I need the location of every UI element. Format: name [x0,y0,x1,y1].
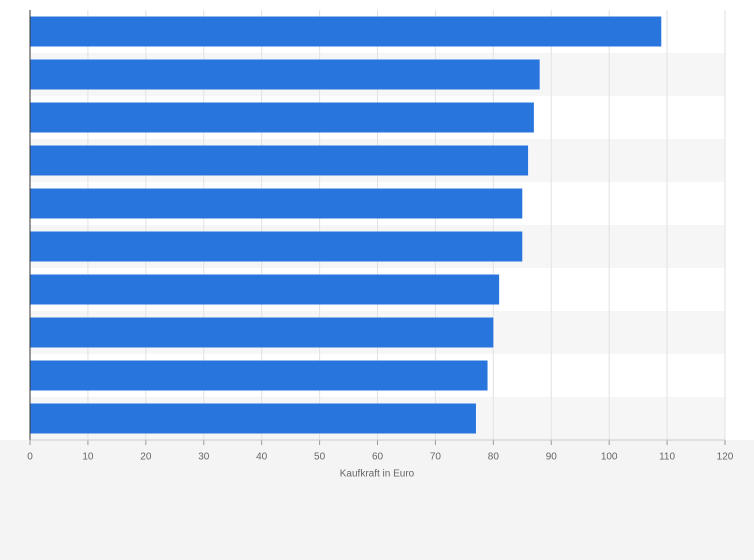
x-tick-label: 30 [198,452,210,463]
x-tick-label: 20 [140,452,152,463]
bar [30,145,529,176]
x-tick-label: 90 [546,452,558,463]
x-axis-label: Kaufkraft in Euro [340,469,415,480]
x-tick-label: 80 [488,452,500,463]
bar [30,188,523,219]
x-tick-label: 10 [82,452,94,463]
bar [30,360,488,391]
x-tick-label: 100 [601,452,618,463]
bar [30,403,476,434]
x-tick-label: 110 [659,452,675,463]
x-tick-label: 60 [372,452,384,463]
bar [30,317,494,348]
bar [30,231,523,262]
bar [30,274,500,305]
x-tick-label: 0 [27,452,33,463]
bar [30,102,534,133]
x-tick-label: 40 [256,452,268,463]
bar [30,16,662,47]
bar [30,59,540,90]
x-tick-label: 50 [314,452,326,463]
x-tick-label: 70 [430,452,442,463]
x-tick-label: 120 [717,452,734,463]
